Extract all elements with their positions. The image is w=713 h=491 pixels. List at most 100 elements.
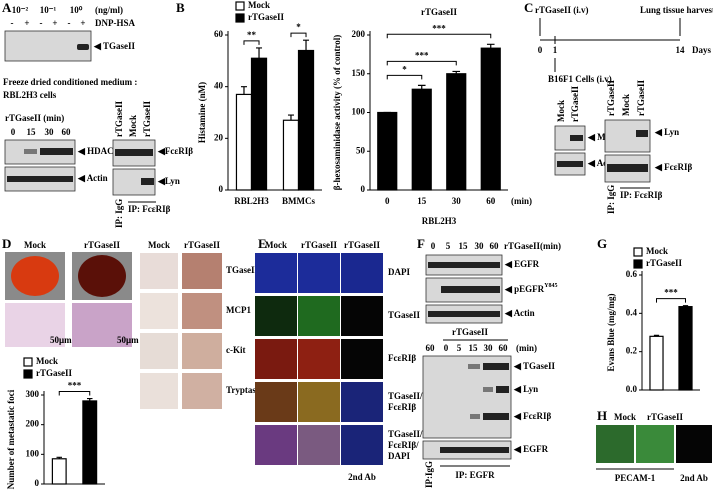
- ip-label: IP: FcεRIβ: [620, 190, 663, 200]
- legend-label: rTGaseII: [646, 258, 682, 268]
- column-label: rTGaseII: [301, 240, 337, 250]
- error-bar: [256, 47, 263, 59]
- if-tile: [341, 382, 383, 422]
- band-label: ◀ FcεRIβ: [513, 411, 552, 421]
- if-tile: [255, 339, 297, 379]
- caption: RBL2H3 cells: [3, 90, 57, 100]
- lane-label: Mock: [621, 94, 631, 116]
- band: [570, 135, 583, 141]
- if-tile: [298, 253, 340, 293]
- time: 30: [45, 127, 55, 137]
- time: 5: [457, 343, 462, 353]
- label: EGFR: [514, 259, 540, 269]
- y-tick-label: 0.0: [626, 384, 638, 394]
- ihc-tile: [140, 293, 178, 329]
- row-label: MCP1: [226, 305, 251, 315]
- column-label: Mock: [24, 240, 46, 250]
- time: 0: [11, 127, 16, 137]
- band-label: ◀ Actin: [77, 173, 108, 183]
- lung: [78, 255, 126, 297]
- label: FcεRIβ: [523, 411, 551, 421]
- time: 0: [444, 343, 449, 353]
- panel-letter: G: [597, 236, 607, 251]
- error-bar: [653, 334, 660, 337]
- day: 0: [538, 45, 543, 55]
- if-tile: [341, 253, 383, 293]
- bar: [297, 49, 315, 191]
- if-tile: [636, 425, 674, 463]
- panel-letter: H: [597, 408, 607, 423]
- x-tick-label: 15: [417, 196, 427, 206]
- y-axis-label: β-hexosaminidase activity (% of control): [332, 35, 342, 191]
- label: Actin: [514, 308, 535, 318]
- band-label: ◀ FcεRIβ: [654, 162, 693, 172]
- band-label: ◀ pEGFRY845: [504, 283, 558, 294]
- histology: [5, 303, 65, 347]
- time: 60: [62, 127, 72, 137]
- band: [557, 161, 583, 167]
- y-tick-label: 0: [219, 184, 224, 194]
- treatment-label: DNP-HSA: [95, 18, 135, 28]
- significance-label: *: [296, 22, 301, 32]
- lane-label: rTGaseII: [114, 101, 124, 137]
- band-label: ◀ EGFR: [513, 444, 549, 454]
- dose-unit: (ng/ml): [95, 5, 123, 15]
- bar: [250, 57, 268, 191]
- if-tile: [298, 382, 340, 422]
- ihc-tile: [182, 333, 222, 369]
- time: 15: [469, 343, 479, 353]
- treatment: -: [11, 18, 14, 28]
- label: pEGFR: [514, 284, 545, 294]
- significance-label: *: [402, 64, 407, 74]
- timeline-label: rTGaseII (i.v): [535, 5, 589, 15]
- if-tile: [298, 339, 340, 379]
- band: [77, 44, 89, 50]
- y-tick-label: 20: [214, 132, 224, 142]
- column-label: Mock: [265, 240, 287, 250]
- time: 60: [426, 343, 436, 353]
- y-tick-label: 200: [26, 419, 40, 429]
- if-tile: [341, 425, 383, 465]
- treatment-label: rTGaseII: [452, 327, 488, 337]
- row-label: DAPI: [388, 451, 410, 461]
- ip-label: IP: IgG: [606, 185, 616, 214]
- band: [470, 414, 480, 419]
- lane-label: Mock: [128, 115, 138, 137]
- lung: [11, 256, 59, 296]
- treatment: +: [52, 18, 57, 28]
- control-label: 2nd Ab: [348, 472, 376, 482]
- panel-a: A 10⁻² 10⁻¹ 10⁰ (ng/ml) - + - + - + DNP-…: [2, 0, 193, 228]
- y-tick-label: 50: [356, 145, 366, 155]
- band-label: ◀ Actin: [504, 308, 535, 318]
- panel-h: H Mock rTGaseII PECAM-1 2nd Ab: [596, 408, 712, 483]
- lane-label: rTGaseII: [606, 80, 616, 116]
- if-tile: [676, 425, 712, 463]
- control-label: 2nd Ab: [680, 473, 708, 483]
- significance-bracket: [386, 33, 492, 39]
- row-label: TGaseII/: [388, 391, 423, 401]
- error-bar: [486, 43, 495, 49]
- lane-label: rTGaseII: [636, 80, 646, 116]
- y-tick-label: 100: [352, 107, 366, 117]
- significance-label: ***: [432, 23, 446, 33]
- blot: [4, 30, 92, 62]
- row-label: TGaseII: [388, 310, 421, 320]
- y-tick-label: 300: [26, 389, 40, 399]
- band: [428, 311, 500, 317]
- row-label: TGaseII: [226, 265, 259, 275]
- y-tick-label: 0.2: [626, 346, 638, 356]
- panel-c: C rTGaseII (i.v) Lung tissue harvest 0 1…: [524, 0, 713, 214]
- dose: 10⁰: [70, 5, 83, 15]
- bar: [649, 335, 664, 391]
- bar: [446, 73, 467, 191]
- column-label: rTGaseII: [344, 240, 380, 250]
- band: [483, 363, 509, 370]
- lane-label: Mock: [556, 100, 566, 122]
- time-label: (min): [516, 343, 537, 353]
- treatment: +: [80, 18, 85, 28]
- band: [636, 130, 648, 137]
- significance-bracket: [58, 391, 91, 396]
- panel-letter: F: [417, 236, 425, 251]
- treatment: -: [68, 18, 71, 28]
